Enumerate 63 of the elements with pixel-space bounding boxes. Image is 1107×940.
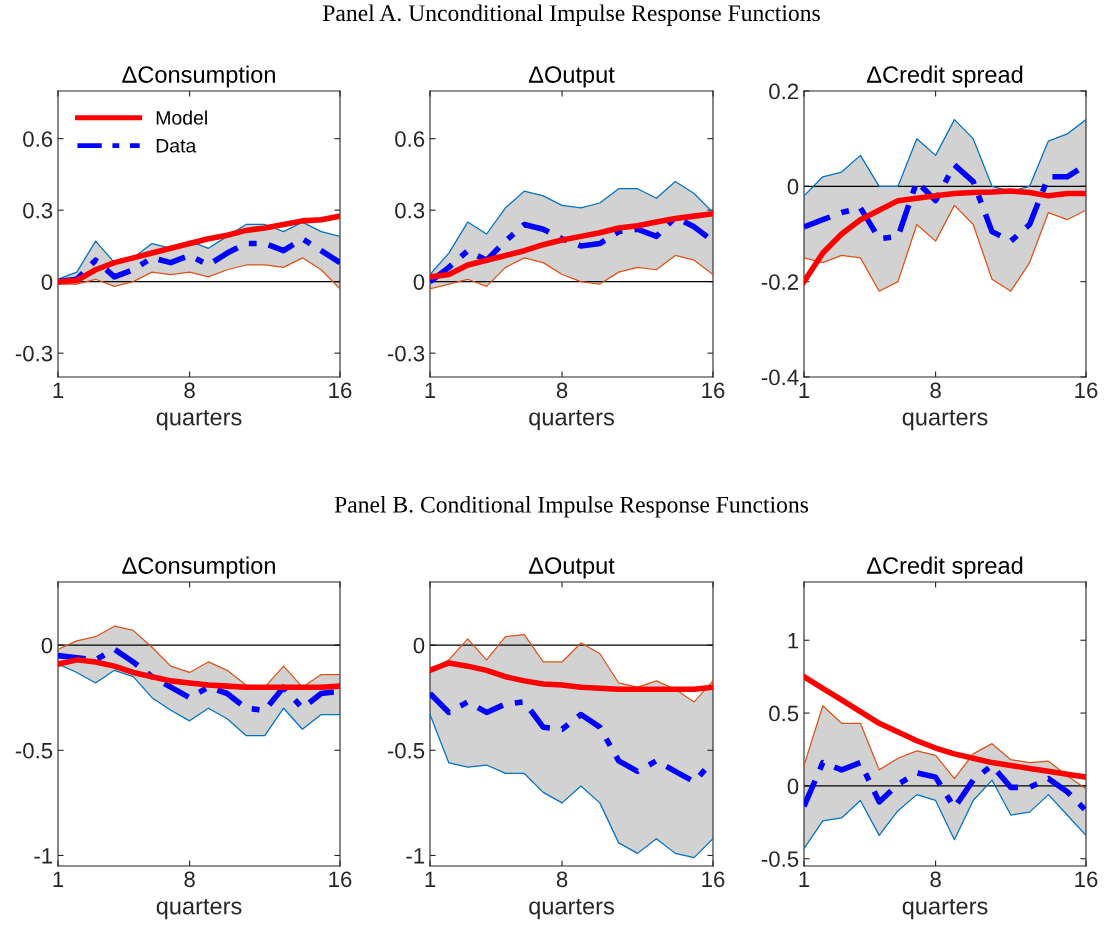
- x-tick-label: 8: [930, 871, 941, 888]
- text: Panel B. Conditional Impulse Response Functions: [334, 496, 809, 518]
- y-tick-label: 0: [787, 778, 799, 795]
- x-tick-label: 16: [1075, 871, 1098, 888]
- y-tick-label: 0.3: [23, 202, 53, 219]
- y-tick-label: -0.5: [387, 742, 425, 759]
- x-tick-label: 8: [184, 871, 195, 888]
- y-tick-label: -0.4: [761, 369, 799, 386]
- x-tick-label: 16: [329, 871, 352, 888]
- y-tick-label: 1: [788, 633, 799, 649]
- x-tick-label: 1: [53, 871, 64, 887]
- x-tick-label: 1: [53, 382, 64, 398]
- chart-title: ΔOutput: [528, 557, 615, 579]
- chart-title: ΔOutput: [528, 66, 615, 88]
- x-tick-label: 1: [799, 871, 810, 887]
- x-axis-title: quarters: [902, 409, 988, 431]
- y-tick-label: 0: [787, 178, 799, 195]
- y-tick-label: 0.2: [769, 83, 799, 100]
- y-tick-label: 0.5: [769, 705, 799, 722]
- y-tick-label: -0.5: [761, 851, 799, 867]
- x-axis-title: quarters: [902, 898, 988, 920]
- y-tick-label: 0: [41, 274, 53, 290]
- x-axis-title: quarters: [156, 409, 242, 431]
- chart-title: ΔCredit spread: [866, 65, 1023, 88]
- chart-title: ΔCredit spread: [866, 556, 1023, 579]
- x-tick-label: 8: [930, 382, 941, 399]
- x-tick-label: 1: [425, 871, 436, 887]
- line-series: [804, 204, 1086, 292]
- legend-label: Model: [156, 110, 207, 125]
- x-tick-label: 1: [425, 382, 436, 398]
- x-axis-title: quarters: [156, 898, 242, 920]
- text: Panel A. Unconditional Impulse Response Functions: [322, 4, 820, 26]
- x-tick-label: 1: [799, 382, 810, 398]
- line-series: [804, 779, 1086, 850]
- y-tick-label: -0.3: [15, 345, 53, 362]
- x-axis-title: quarters: [529, 409, 614, 431]
- y-tick-label: 0.6: [23, 131, 53, 147]
- y-tick-label: -0.2: [761, 274, 799, 290]
- x-tick-label: 8: [184, 382, 195, 399]
- chart-title: ΔConsumption: [122, 65, 275, 88]
- x-tick-label: 16: [702, 382, 725, 399]
- y-tick-label: -0.5: [15, 742, 53, 759]
- y-tick-label: -1: [406, 848, 425, 864]
- legend-label: Data: [156, 139, 197, 153]
- y-tick-label: -1: [34, 848, 53, 864]
- x-tick-label: 16: [329, 382, 352, 399]
- y-tick-label: 0.3: [395, 202, 425, 219]
- x-tick-label: 16: [1075, 382, 1098, 399]
- chart-title: ΔConsumption: [122, 556, 275, 579]
- y-tick-label: 0.6: [395, 131, 425, 147]
- x-axis-title: quarters: [529, 898, 614, 920]
- line-series: [430, 713, 713, 859]
- line-series: [804, 118, 1086, 197]
- line-series: [430, 254, 713, 290]
- x-tick-label: 16: [702, 871, 725, 888]
- x-tick-label: 8: [556, 382, 568, 399]
- x-tick-label: 8: [556, 871, 568, 888]
- y-tick-label: -0.3: [387, 345, 425, 362]
- y-tick-label: 0: [41, 637, 53, 654]
- line-series: [58, 257, 340, 290]
- line-series: [804, 705, 1086, 790]
- y-tick-label: 0: [413, 274, 425, 290]
- y-tick-label: 0: [413, 637, 425, 654]
